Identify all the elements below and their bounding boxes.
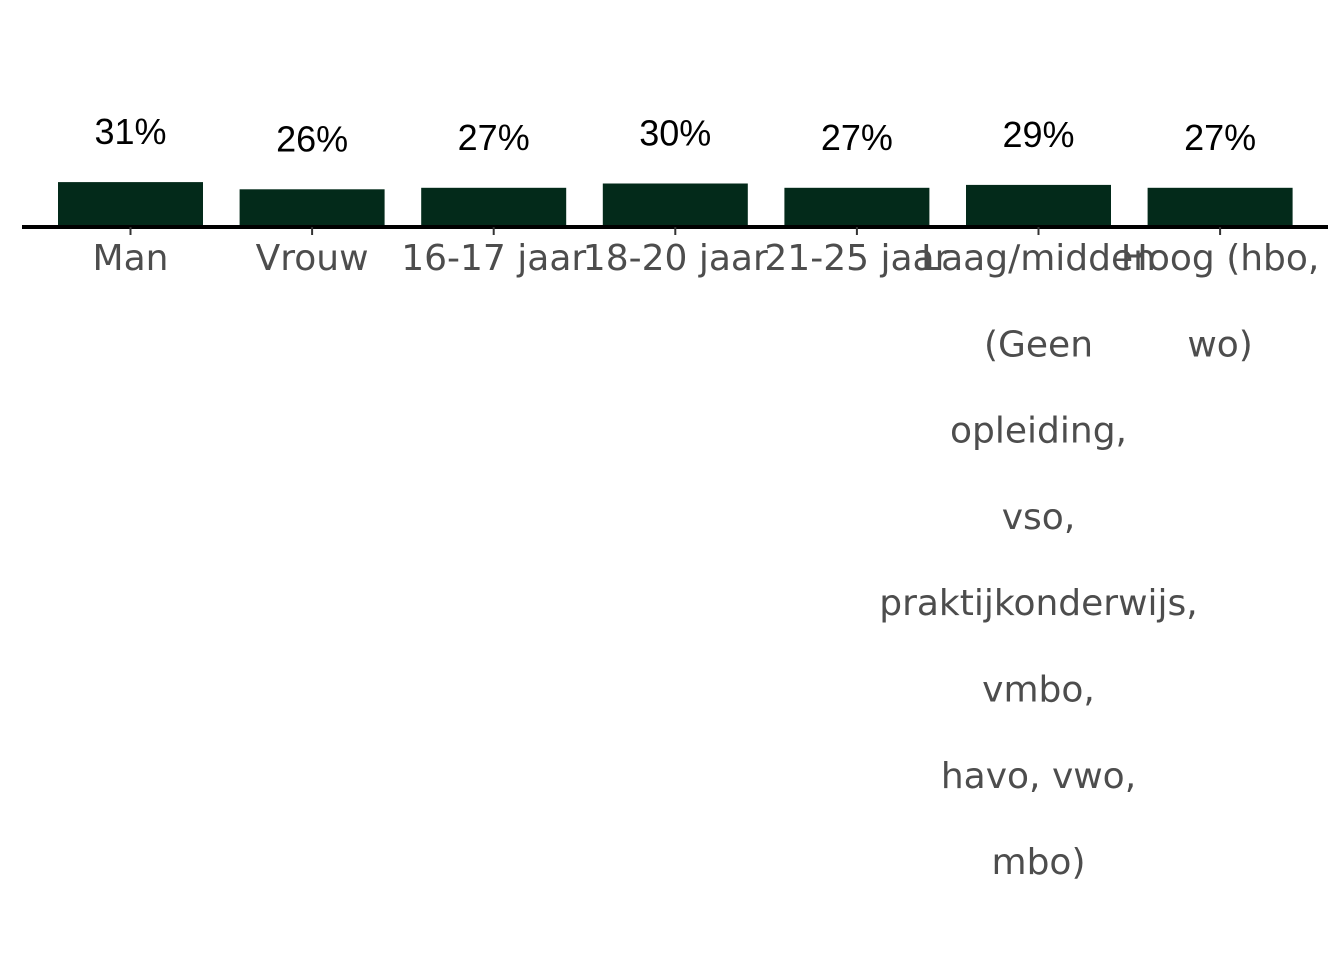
category-label-line: praktijkonderwijs, — [879, 583, 1198, 624]
value-label-3: 27% — [458, 117, 530, 158]
category-label-line: mbo) — [992, 842, 1086, 883]
category-label-line: 18-20 jaar — [583, 238, 768, 279]
category-label-line: Vrouw — [256, 238, 369, 279]
category-label-line: vso, — [1002, 497, 1076, 538]
category-label-line: 21-25 jaar — [764, 238, 949, 279]
bar-7 — [1147, 187, 1293, 227]
category-label-7: Hoog (hbo, wo) — [1121, 238, 1320, 365]
value-label-5: 27% — [821, 117, 893, 158]
value-label-2: 26% — [276, 118, 348, 159]
category-label-2: Vrouw — [256, 238, 369, 279]
value-label-1: 31% — [94, 111, 166, 152]
category-label-line: Man — [93, 238, 169, 279]
category-label-line: wo) — [1187, 324, 1253, 365]
category-label-line: opleiding, — [950, 411, 1127, 452]
category-label-line: (Geen — [984, 324, 1093, 365]
x-axis-ticks — [129, 227, 1222, 235]
bar-5 — [784, 187, 930, 227]
value-label-6: 29% — [1002, 114, 1074, 155]
bar-1 — [58, 182, 203, 227]
category-label-line: havo, vwo, — [941, 756, 1136, 797]
category-label-line: Laag/midden — [921, 238, 1156, 279]
category-label-5: 21-25 jaar — [764, 238, 949, 279]
category-label-line: vmbo, — [982, 670, 1095, 711]
value-label-7: 27% — [1184, 117, 1256, 158]
bar-2 — [239, 189, 385, 227]
category-label-6: Laag/midden (Geen opleiding, vso, praktijkon… — [879, 238, 1198, 883]
bar-4 — [602, 183, 748, 227]
bar-3 — [421, 187, 567, 227]
value-label-4: 30% — [639, 113, 711, 154]
category-label-line: 16-17 jaar — [401, 238, 586, 279]
category-label-1: Man — [93, 238, 169, 279]
bars — [58, 182, 1293, 227]
category-label-line: Hoog (hbo, — [1121, 238, 1320, 279]
category-label-3: 16-17 jaar — [401, 238, 586, 279]
category-label-4: 18-20 jaar — [583, 238, 768, 279]
bar-6 — [966, 184, 1111, 227]
value-labels: 31% 26% 27% 30% 27% 29% 27% — [94, 111, 1256, 159]
